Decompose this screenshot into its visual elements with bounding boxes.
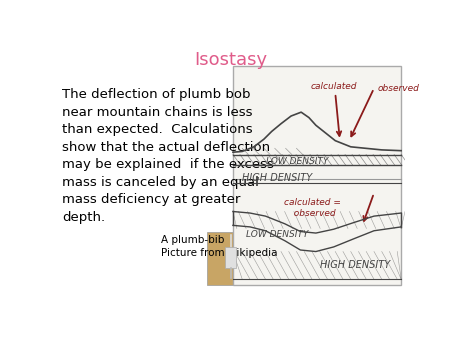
Text: A plumb-bib
Picture from wikipedia: A plumb-bib Picture from wikipedia	[161, 235, 277, 258]
Bar	[207, 232, 254, 285]
Text: Isostasy: Isostasy	[194, 51, 267, 69]
Bar	[225, 247, 236, 268]
Text: observed: observed	[378, 84, 420, 93]
Text: calculated =
  observed: calculated = observed	[284, 198, 341, 218]
Text: HIGH DENSITY: HIGH DENSITY	[320, 260, 390, 270]
Text: calculated: calculated	[310, 81, 357, 91]
Bar	[233, 66, 401, 285]
Text: LOW DENSITY: LOW DENSITY	[266, 157, 328, 166]
Text: LOW DENSITY: LOW DENSITY	[246, 230, 309, 239]
Text: HIGH DENSITY: HIGH DENSITY	[242, 173, 312, 183]
Text: The deflection of plumb bob
near mountain chains is less
than expected.  Calcula: The deflection of plumb bob near mountai…	[63, 88, 274, 224]
